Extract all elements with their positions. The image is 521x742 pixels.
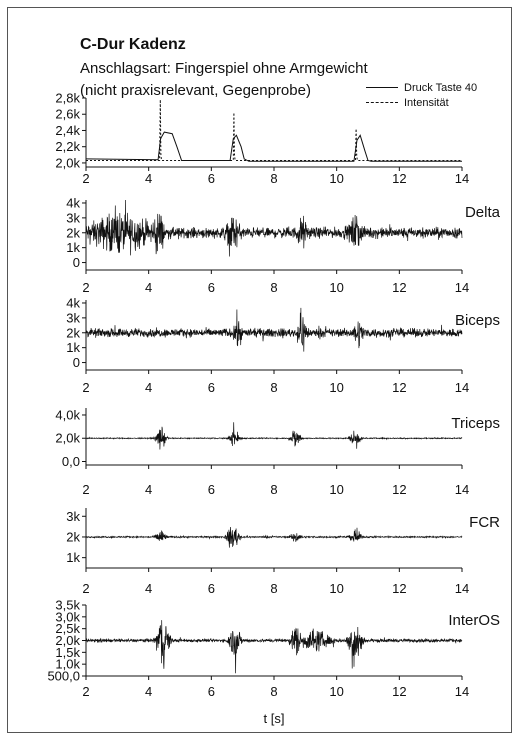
x-tick-label: 14 bbox=[455, 684, 469, 699]
x-tick-label: 4 bbox=[145, 684, 152, 699]
x-tick-label: 6 bbox=[208, 482, 215, 497]
y-tick-label: 2,8k bbox=[55, 91, 80, 106]
y-tick-label: 1k bbox=[66, 240, 80, 255]
x-tick-label: 4 bbox=[145, 280, 152, 295]
y-tick-label: 2k bbox=[66, 529, 80, 544]
x-tick-label: 6 bbox=[208, 581, 215, 596]
x-tick-label: 12 bbox=[392, 380, 406, 395]
y-tick-label: 3,0k bbox=[55, 609, 80, 624]
x-tick-label: 8 bbox=[270, 280, 277, 295]
legend-label-intensitaet: Intensität bbox=[404, 96, 449, 109]
y-tick-label: 1k bbox=[66, 340, 80, 355]
x-tick-label: 6 bbox=[208, 380, 215, 395]
x-tick-label: 8 bbox=[270, 482, 277, 497]
x-tick-label: 2 bbox=[82, 684, 89, 699]
series-line-druck bbox=[85, 131, 462, 162]
x-tick-label: 6 bbox=[208, 280, 215, 295]
x-tick-label: 12 bbox=[392, 581, 406, 596]
x-tick-label: 12 bbox=[392, 171, 406, 186]
x-tick-label: 2 bbox=[82, 171, 89, 186]
emg-trace-delta bbox=[85, 199, 463, 257]
y-tick-label: 2,0k bbox=[55, 431, 80, 446]
y-tick-label: 2k bbox=[66, 225, 80, 240]
y-tick-label: 0 bbox=[73, 355, 80, 370]
x-tick-label: 14 bbox=[455, 280, 469, 295]
x-tick-label: 10 bbox=[329, 482, 343, 497]
figure-subtitle-line2: (nicht praxisrelevant, Gegenprobe) bbox=[80, 82, 311, 99]
x-tick-label: 10 bbox=[329, 684, 343, 699]
legend-swatch-solid bbox=[366, 87, 398, 88]
y-tick-label: 4,0k bbox=[55, 407, 80, 422]
figure-title: C-Dur Kadenz bbox=[80, 36, 186, 53]
chart-legend: Druck Taste 40 Intensität bbox=[366, 80, 477, 110]
x-tick-label: 4 bbox=[145, 581, 152, 596]
x-axis-title: t [s] bbox=[264, 711, 285, 726]
emg-trace-biceps bbox=[85, 307, 463, 352]
y-tick-label: 0 bbox=[73, 255, 80, 270]
panel-label-delta: Delta bbox=[465, 204, 501, 221]
y-tick-label: 2,0k bbox=[55, 155, 80, 170]
x-tick-label: 2 bbox=[82, 482, 89, 497]
x-tick-label: 10 bbox=[329, 171, 343, 186]
legend-label-druck: Druck Taste 40 bbox=[404, 81, 478, 94]
x-tick-label: 2 bbox=[82, 280, 89, 295]
x-tick-label: 2 bbox=[82, 581, 89, 596]
x-tick-label: 10 bbox=[329, 581, 343, 596]
x-tick-label: 4 bbox=[145, 380, 152, 395]
y-tick-label: 2,2k bbox=[55, 139, 80, 154]
panel-label-fcr: FCR bbox=[469, 514, 500, 531]
emg-trace-triceps bbox=[85, 422, 463, 450]
y-tick-label: 500,0 bbox=[47, 669, 80, 684]
y-tick-label: 3,5k bbox=[55, 598, 80, 613]
y-tick-label: 2,5k bbox=[55, 621, 80, 636]
y-tick-label: 2,4k bbox=[55, 123, 80, 138]
y-tick-label: 4k bbox=[66, 195, 80, 210]
x-tick-label: 4 bbox=[145, 482, 152, 497]
x-tick-label: 8 bbox=[270, 684, 277, 699]
x-tick-label: 14 bbox=[455, 482, 469, 497]
y-tick-label: 1,0k bbox=[55, 657, 80, 672]
x-tick-label: 12 bbox=[392, 280, 406, 295]
legend-swatch-dashed bbox=[366, 102, 398, 103]
x-tick-label: 12 bbox=[392, 482, 406, 497]
x-tick-label: 6 bbox=[208, 171, 215, 186]
x-tick-label: 2 bbox=[82, 380, 89, 395]
series-line-intensitaet bbox=[86, 99, 462, 161]
x-tick-label: 4 bbox=[145, 171, 152, 186]
x-tick-label: 6 bbox=[208, 684, 215, 699]
x-tick-label: 8 bbox=[270, 171, 277, 186]
legend-item-druck: Druck Taste 40 bbox=[366, 80, 477, 95]
panel-label-interos: InterOS bbox=[448, 612, 500, 629]
y-tick-label: 2,0k bbox=[55, 633, 80, 648]
x-tick-label: 12 bbox=[392, 684, 406, 699]
y-tick-label: 1k bbox=[66, 550, 80, 565]
y-tick-label: 3k bbox=[66, 210, 80, 225]
x-tick-label: 10 bbox=[329, 380, 343, 395]
x-tick-label: 14 bbox=[455, 171, 469, 186]
x-tick-label: 10 bbox=[329, 280, 343, 295]
x-tick-label: 14 bbox=[455, 581, 469, 596]
y-tick-label: 4k bbox=[66, 295, 80, 310]
legend-item-intensitaet: Intensität bbox=[366, 95, 477, 110]
panel-label-biceps: Biceps bbox=[455, 312, 500, 329]
y-tick-label: 3k bbox=[66, 509, 80, 524]
x-tick-label: 8 bbox=[270, 581, 277, 596]
y-tick-label: 0,0 bbox=[62, 454, 80, 469]
emg-trace-interos bbox=[85, 620, 463, 674]
y-tick-label: 3k bbox=[66, 310, 80, 325]
y-tick-label: 1,5k bbox=[55, 645, 80, 660]
y-tick-label: 2k bbox=[66, 325, 80, 340]
x-tick-label: 8 bbox=[270, 380, 277, 395]
emg-trace-fcr bbox=[85, 526, 463, 548]
x-tick-label: 14 bbox=[455, 380, 469, 395]
panel-label-triceps: Triceps bbox=[451, 415, 500, 432]
y-tick-label: 2,6k bbox=[55, 107, 80, 122]
figure-subtitle-line1: Anschlagsart: Fingerspiel ohne Armgewich… bbox=[80, 60, 368, 77]
